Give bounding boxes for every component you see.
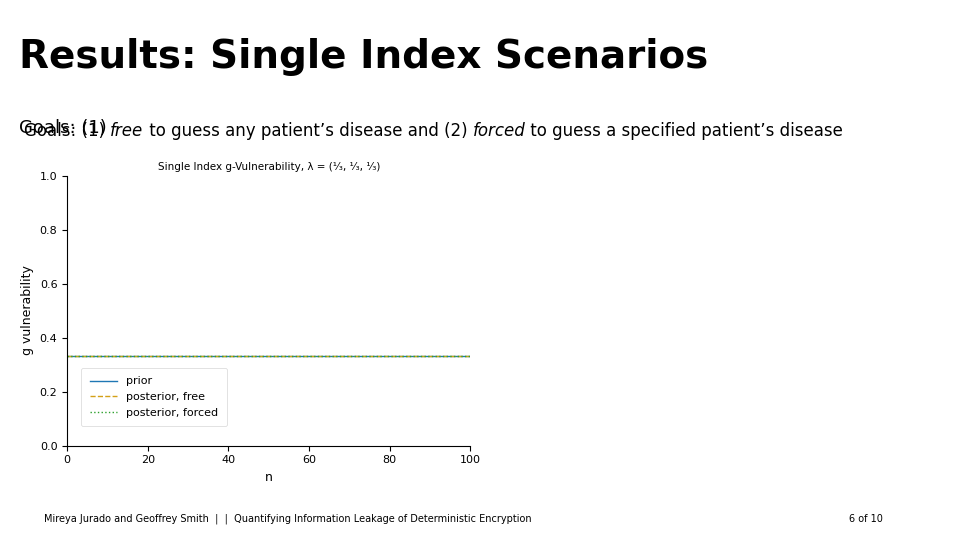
prior bbox=[252, 352, 264, 359]
Text: Goals: (1): Goals: (1) bbox=[24, 122, 110, 139]
Text: to guess any patient’s disease and (2): to guess any patient’s disease and (2) bbox=[143, 122, 472, 139]
Y-axis label: g vulnerability: g vulnerability bbox=[21, 266, 35, 355]
posterior, forced bbox=[279, 352, 291, 359]
Text: 6 of 10: 6 of 10 bbox=[850, 514, 883, 524]
posterior, forced bbox=[301, 352, 313, 359]
prior bbox=[279, 352, 291, 359]
prior bbox=[301, 352, 313, 359]
Text: free: free bbox=[110, 122, 143, 139]
Text: to guess a specified patient’s disease: to guess a specified patient’s disease bbox=[525, 122, 843, 139]
X-axis label: n: n bbox=[265, 471, 273, 484]
posterior, forced bbox=[455, 352, 467, 359]
prior bbox=[61, 352, 73, 359]
posterior, forced bbox=[61, 352, 73, 359]
prior bbox=[255, 352, 267, 359]
posterior, free bbox=[279, 352, 291, 359]
posterior, free bbox=[392, 352, 403, 359]
posterior, free bbox=[465, 352, 476, 359]
posterior, forced bbox=[392, 352, 403, 359]
Text: forced: forced bbox=[472, 122, 525, 139]
Legend: prior, posterior, free, posterior, forced: prior, posterior, free, posterior, force… bbox=[81, 368, 228, 427]
prior bbox=[455, 352, 467, 359]
posterior, free bbox=[455, 352, 467, 359]
prior bbox=[392, 352, 403, 359]
posterior, free bbox=[255, 352, 267, 359]
Text: Goals: (1): Goals: (1) bbox=[19, 119, 112, 137]
prior bbox=[465, 352, 476, 359]
Text: Results: Single Index Scenarios: Results: Single Index Scenarios bbox=[19, 38, 708, 76]
Text: Mireya Jurado and Geoffrey Smith  |  |  Quantifying Information Leakage of Deter: Mireya Jurado and Geoffrey Smith | | Qua… bbox=[44, 514, 532, 524]
posterior, forced bbox=[465, 352, 476, 359]
posterior, free bbox=[301, 352, 313, 359]
posterior, free bbox=[61, 352, 73, 359]
posterior, forced bbox=[252, 352, 264, 359]
posterior, forced bbox=[255, 352, 267, 359]
posterior, free bbox=[252, 352, 264, 359]
Title: Single Index g-Vulnerability, λ = (¹⁄₃, ¹⁄₃, ¹⁄₃): Single Index g-Vulnerability, λ = (¹⁄₃, … bbox=[157, 162, 380, 172]
